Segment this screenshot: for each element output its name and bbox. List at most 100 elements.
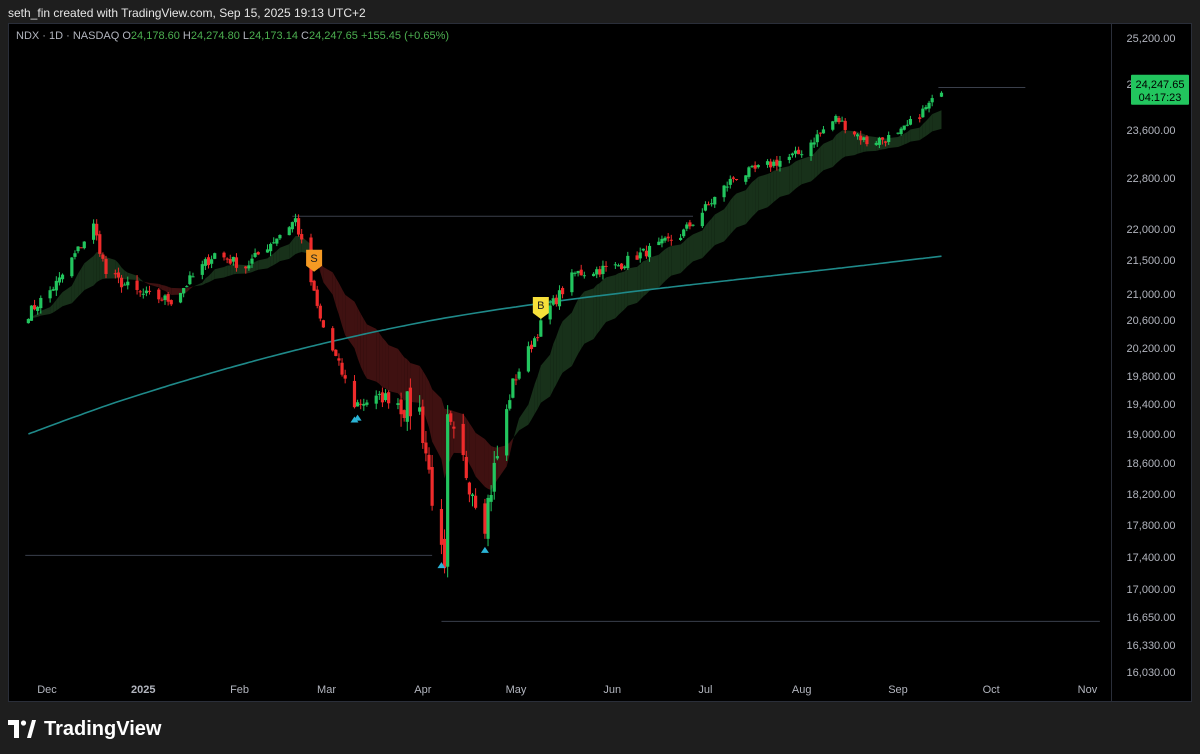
price-tick-label: 17,000.00: [1127, 584, 1176, 596]
x-tick-label: 2025: [131, 684, 155, 696]
candle-body: [418, 407, 422, 412]
candle: [815, 129, 819, 147]
candle-body: [374, 395, 378, 404]
price-tick-label: 22,800.00: [1127, 173, 1176, 185]
candle-body: [442, 538, 447, 569]
ema-cloud-segment: [59, 292, 63, 309]
ema-cloud-segment: [646, 257, 650, 294]
candle: [446, 405, 450, 578]
candle: [560, 286, 565, 299]
candle: [657, 237, 661, 246]
high-value: 24,274.80: [190, 30, 240, 42]
ema-cloud-segment: [727, 200, 731, 238]
candle: [234, 253, 239, 272]
candle-body: [548, 305, 552, 320]
candle: [852, 130, 857, 137]
candle-body: [287, 227, 291, 236]
ema-cloud-segment: [236, 264, 246, 274]
candle-body: [79, 247, 83, 249]
candle: [896, 132, 900, 135]
candle: [533, 336, 537, 348]
candle-body: [178, 292, 183, 303]
x-tick-label: Jun: [603, 684, 621, 696]
ema-cloud-segment: [658, 251, 662, 288]
candle: [797, 146, 801, 155]
price-tick-label: 23,600.00: [1127, 125, 1176, 137]
ema-cloud-segment: [724, 205, 728, 242]
ema-cloud-segment: [168, 286, 172, 295]
candle-body: [688, 222, 692, 227]
candle-body: [660, 238, 664, 244]
candle: [79, 247, 83, 249]
candle: [141, 288, 145, 299]
candle-body: [703, 204, 708, 211]
candle: [203, 257, 207, 271]
ema-cloud-segment: [388, 345, 398, 394]
ema-cloud-segment: [702, 225, 706, 259]
candle-body: [144, 290, 148, 294]
candle-body: [685, 224, 689, 229]
candle-body: [60, 274, 65, 280]
candle: [582, 271, 586, 279]
candle-body: [54, 280, 58, 291]
price-tick-label: 21,500.00: [1127, 255, 1176, 267]
candle-body: [36, 306, 40, 311]
candle: [744, 175, 748, 185]
candle: [508, 394, 512, 411]
candle-body: [576, 271, 580, 274]
candle-body: [421, 406, 425, 444]
candle: [883, 140, 888, 147]
candle: [644, 245, 649, 259]
candle: [601, 260, 605, 280]
ema-cloud-segment: [776, 168, 780, 200]
candle: [318, 303, 322, 322]
tradingview-wordmark: TradingView: [44, 717, 162, 740]
ema-cloud-segment: [276, 247, 280, 264]
candle-body: [439, 508, 444, 545]
candle-body: [166, 294, 170, 302]
candle: [666, 233, 670, 242]
candle-body: [865, 136, 869, 145]
ema-cloud-segment: [686, 236, 690, 267]
ema-cloud-segment: [50, 303, 54, 315]
ema-cloud-segment: [842, 130, 846, 159]
price-scale[interactable]: 25,200.0024,400.0023,600.0022,800.0022,0…: [1112, 23, 1192, 702]
price-chart[interactable]: Dec 2025 Feb Mar Apr May Jun Jul Aug Sep Oct Nov S B: [8, 23, 1112, 702]
ema-cloud-segment: [71, 279, 75, 304]
candle-body: [812, 142, 816, 145]
ema-cloud-segment: [379, 333, 383, 388]
ema-cloud-segment: [401, 353, 405, 401]
candle-body: [793, 150, 798, 154]
candle: [461, 413, 465, 461]
candle-body: [182, 288, 186, 294]
candle-body: [927, 102, 931, 109]
candle-body: [191, 276, 195, 278]
ema-cloud-segment: [450, 410, 454, 459]
candle: [427, 447, 431, 474]
candle: [402, 409, 406, 422]
candle-body: [626, 255, 630, 269]
symbol-label[interactable]: NDX · 1D · NASDAQ: [16, 30, 120, 42]
candle-body: [405, 391, 409, 422]
chart-pane[interactable]: Dec 2025 Feb Mar Apr May Jun Jul Aug Sep Oct Nov S B: [8, 23, 1112, 702]
candle: [200, 260, 204, 280]
candle-body: [312, 280, 316, 291]
candle-body: [424, 442, 428, 454]
ema-cloud-segment: [270, 253, 274, 267]
ema-cloud-segment: [615, 273, 619, 319]
candle: [579, 264, 583, 276]
candle: [362, 398, 366, 411]
ema-cloud-segment: [497, 445, 507, 480]
ema-cloud-segment: [705, 221, 709, 255]
candle-body: [278, 235, 282, 239]
candle: [98, 230, 102, 257]
ema-cloud-segment: [733, 193, 737, 231]
candle-body: [275, 238, 279, 244]
candle-body: [880, 137, 885, 140]
ema-cloud: [28, 110, 942, 490]
candle-body: [669, 239, 673, 241]
candle: [36, 305, 40, 315]
candle-body: [663, 237, 667, 241]
price-tick-label: 16,650.00: [1127, 612, 1176, 624]
ema-cloud-segment: [736, 190, 746, 228]
